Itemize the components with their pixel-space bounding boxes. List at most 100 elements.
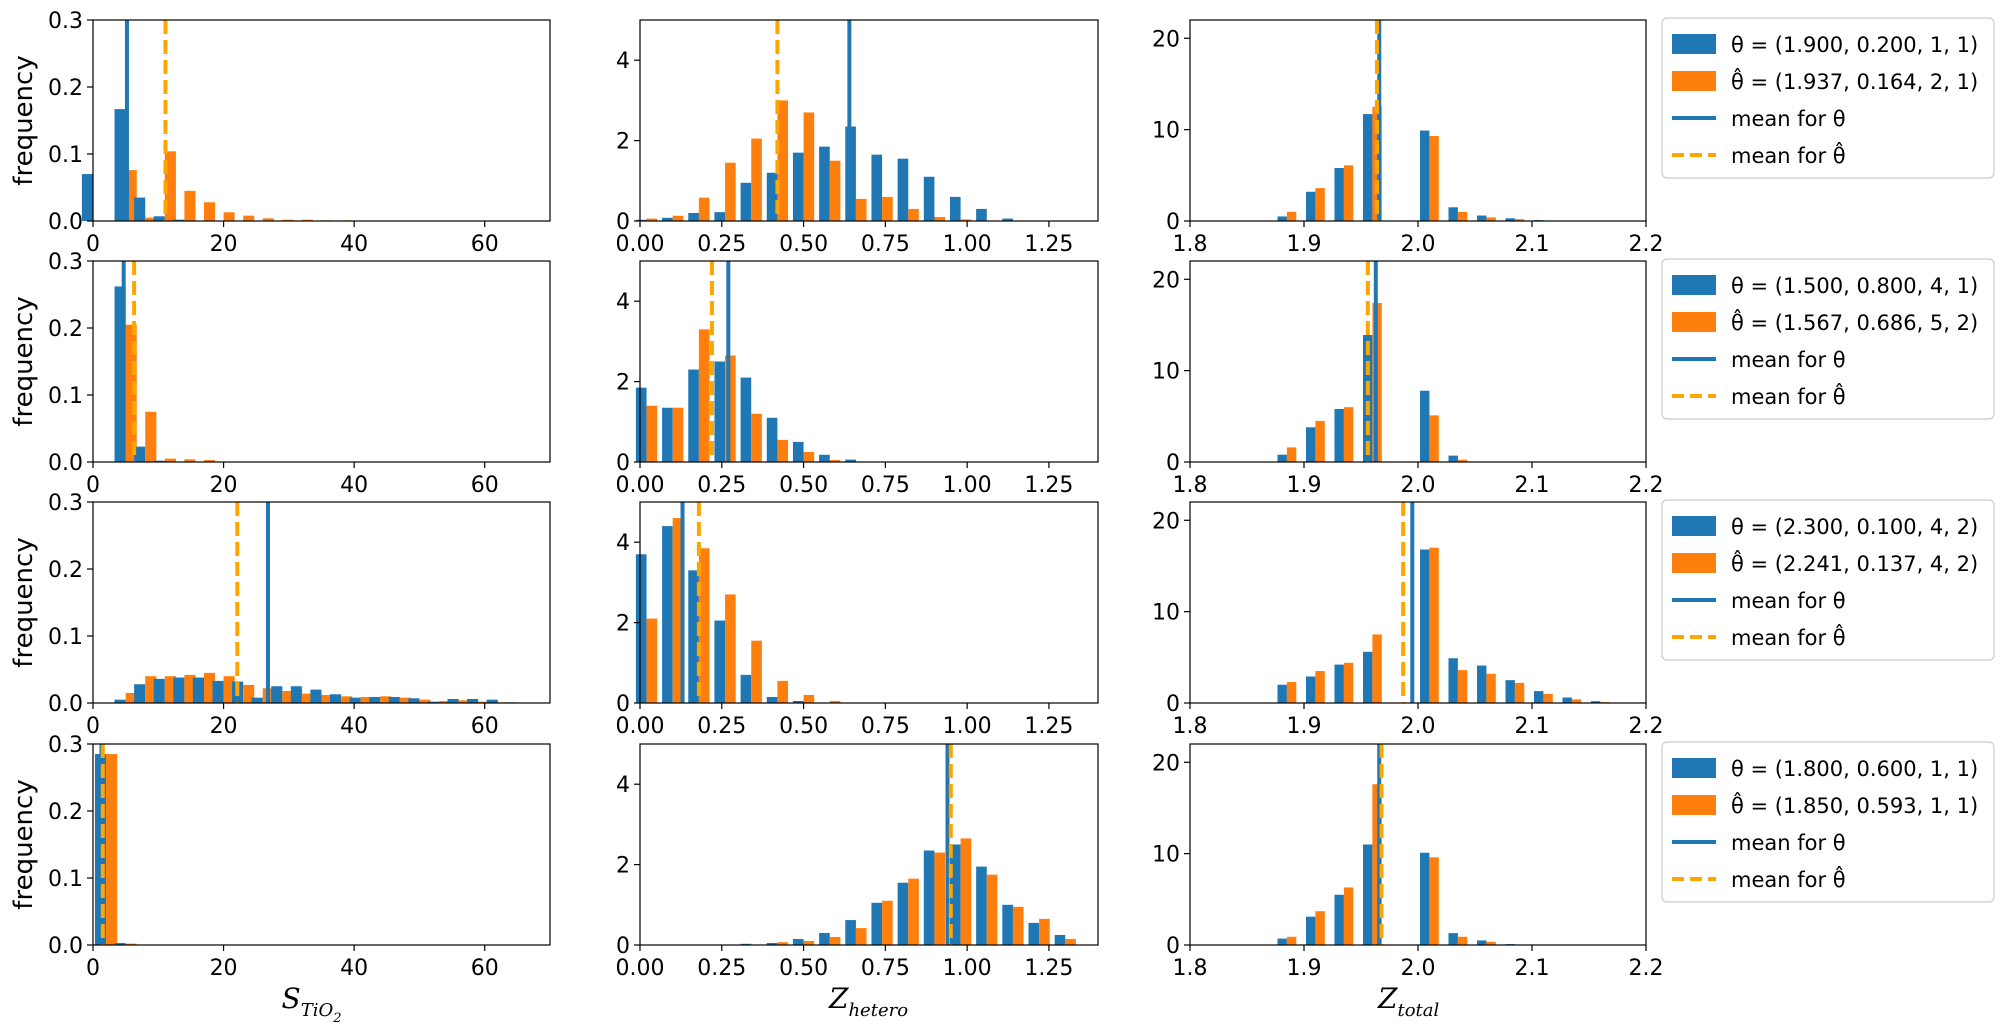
y-tick-label: 0 [1166, 692, 1180, 717]
y-tick-label: 10 [1152, 601, 1180, 626]
x-tick-label: 2.1 [1515, 473, 1550, 498]
legend-box [1661, 258, 1995, 420]
bar-true [349, 697, 361, 703]
legend-est-swatch [1672, 553, 1716, 573]
bar-true [740, 943, 752, 945]
bar-est [145, 217, 157, 221]
x-tick-label: 1.8 [1173, 232, 1208, 257]
x-tick-label: 2.1 [1515, 956, 1550, 981]
bar-est [698, 329, 710, 462]
y-axis-label: frequency [9, 537, 39, 667]
bar-est [341, 696, 353, 703]
y-tick-label: 2 [616, 854, 630, 879]
bar-true [153, 678, 165, 703]
bar-true [1562, 697, 1572, 703]
bar-est [829, 160, 841, 221]
x-tick-label: 2.2 [1629, 714, 1664, 739]
bar-est [803, 451, 815, 462]
bar-true [212, 680, 224, 703]
bar-true [845, 459, 856, 462]
y-tick-label: 0.2 [48, 76, 83, 101]
y-tick-label: 10 [1152, 119, 1180, 144]
axes-frame [92, 260, 551, 463]
bar-true [688, 369, 699, 462]
bar-true [766, 417, 778, 462]
x-tick-label: 0 [86, 714, 100, 739]
legend-r1: θ = (1.900, 0.200, 1, 1) θ̂ = (1.937, 0.1… [1661, 17, 1995, 179]
bar-est [1039, 918, 1050, 945]
bar-true [1448, 658, 1458, 703]
y-tick-label: 0 [616, 451, 630, 476]
x-tick-label: 1.00 [943, 232, 992, 257]
legend-mean-est-label: mean for θ̂ [1731, 624, 1846, 650]
legend-box [1661, 17, 1995, 179]
bar-true [1362, 844, 1373, 945]
y-tick-label: 20 [1152, 751, 1180, 776]
bar-true [329, 694, 342, 703]
y-tick-label: 20 [1152, 268, 1180, 293]
bar-true [1533, 691, 1544, 703]
bar-est [164, 458, 176, 462]
x-tick-label: 2.1 [1515, 714, 1550, 739]
bar-est [1343, 662, 1354, 703]
bar-est [439, 700, 451, 703]
bar-true [369, 696, 381, 703]
legend-est-label: θ̂ = (1.567, 0.686, 5, 2) [1731, 309, 1978, 335]
x-tick-label: 0.25 [697, 473, 746, 498]
y-tick-label: 4 [616, 49, 630, 74]
y-tick-label: 0.1 [48, 384, 83, 409]
x-axis-label: Zhetero [828, 982, 908, 1021]
bar-true [1305, 676, 1316, 703]
bar-true [1277, 454, 1287, 462]
x-tick-label: 1.25 [1024, 956, 1073, 981]
bar-est [223, 676, 235, 703]
legend-r4: θ = (1.800, 0.600, 1, 1) θ̂ = (1.850, 0.5… [1661, 741, 1995, 903]
legend-mean-est-label: mean for θ̂ [1731, 383, 1846, 409]
bar-true [1419, 549, 1430, 703]
panel-r2-c2: 0.00 0.25 0.50 0.75 1.00 1.25 0 2 4 [616, 260, 1099, 498]
bar-est [1429, 547, 1439, 703]
bar-true [1419, 130, 1430, 221]
bar-est [751, 640, 762, 703]
bar-est [478, 701, 490, 703]
y-tick-label: 0.1 [48, 867, 83, 892]
legend-mean-true-label: mean for θ [1731, 348, 1846, 372]
bar-est [164, 151, 176, 221]
x-tick-label: 1.00 [943, 714, 992, 739]
bar-est [672, 407, 684, 462]
x-tick-label: 2.2 [1629, 956, 1664, 981]
x-tick-label: 0.50 [779, 956, 828, 981]
bar-est [145, 411, 157, 462]
bar-true [662, 217, 673, 221]
bar-true [134, 446, 146, 462]
bar-true [1305, 916, 1316, 945]
bar-est [243, 215, 255, 221]
bar-est [646, 405, 658, 462]
bar-est [1514, 219, 1525, 221]
bar-est [803, 112, 815, 221]
bar-true [153, 216, 165, 221]
bar-true [1305, 427, 1316, 462]
y-axis-label: frequency [9, 296, 39, 426]
panel-r3-c3: 1.8 1.9 2.0 2.1 2.2 0 10 20 [1152, 501, 1664, 739]
bar-est [960, 838, 972, 945]
bar-true [819, 932, 830, 945]
x-tick-label: 0.75 [861, 956, 910, 981]
bar-est [908, 208, 919, 221]
bar-est [777, 439, 789, 462]
bar-true [1476, 665, 1487, 703]
bar-est [1315, 420, 1325, 462]
panel-r4-c3: 1.8 1.9 2.0 2.1 2.2 0 10 20 Ztotal [1152, 743, 1664, 1021]
x-tick-label: 2.2 [1629, 232, 1664, 257]
x-tick-label: 0 [86, 232, 100, 257]
bar-true [976, 208, 987, 221]
bar-true [271, 686, 283, 703]
bar-est [725, 162, 736, 221]
bar-true [1476, 215, 1487, 221]
axes-frame [1189, 19, 1647, 222]
bar-true [447, 698, 459, 703]
bar-est [1315, 188, 1325, 221]
y-tick-label: 2 [616, 371, 630, 396]
bar-est [960, 219, 972, 221]
